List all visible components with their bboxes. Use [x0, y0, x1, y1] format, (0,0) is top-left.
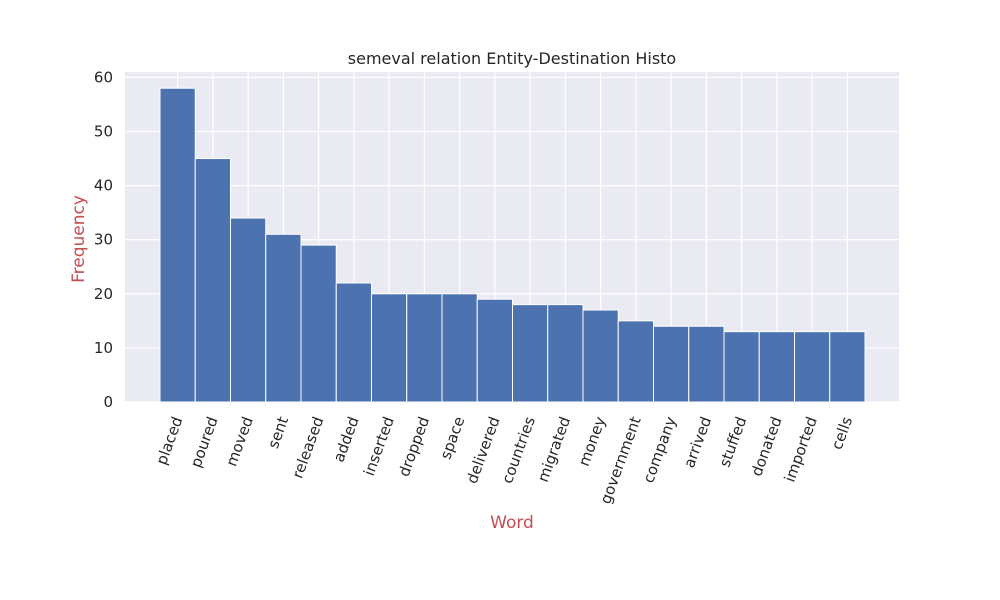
bar-cells — [829, 331, 866, 403]
x-tick-label: placed — [152, 414, 186, 467]
x-tick-label: cells — [828, 414, 856, 452]
y-axis-label: Frequency — [69, 195, 89, 283]
bar-moved — [230, 217, 267, 403]
bar-donated — [758, 331, 795, 403]
bar-migrated — [547, 304, 584, 403]
bar-released — [300, 244, 337, 403]
bar-company — [653, 325, 690, 403]
x-tick-label: space — [436, 414, 468, 462]
y-tick-label: 40 — [94, 177, 113, 195]
x-tick-label: arrived — [680, 414, 715, 470]
bar-stuffed — [723, 331, 760, 403]
y-tick-label: 10 — [94, 339, 113, 357]
x-tick-label: poured — [187, 414, 222, 470]
y-tick-labels: 0 10 20 30 40 50 60 — [94, 68, 113, 411]
x-tick-label: moved — [222, 414, 257, 468]
x-tick-label: migrated — [534, 414, 574, 484]
bar-poured — [194, 158, 231, 403]
x-tick-label: donated — [748, 414, 786, 478]
bar-imported — [794, 331, 831, 403]
x-tick-label: released — [289, 414, 328, 481]
x-tick-label: stuffed — [716, 414, 751, 469]
y-tick-label: 0 — [103, 393, 113, 411]
x-tick-label: inserted — [360, 414, 398, 478]
y-tick-label: 50 — [94, 123, 113, 141]
x-tick-label: delivered — [463, 414, 504, 486]
x-tick-label: imported — [781, 414, 821, 484]
x-axis-label: Word — [490, 513, 534, 533]
bar-arrived — [688, 325, 725, 403]
bar-added — [335, 282, 372, 403]
x-tick-label: company — [639, 414, 680, 485]
bar-money — [582, 309, 619, 403]
x-tick-label: dropped — [395, 414, 433, 479]
x-tick-label: added — [330, 414, 363, 464]
bar-dropped — [406, 293, 443, 403]
bar-government — [617, 320, 654, 403]
y-tick-label: 30 — [94, 231, 113, 249]
bar-space — [441, 293, 478, 403]
bar-delivered — [476, 298, 513, 403]
chart-title: semeval relation Entity-Destination Hist… — [348, 49, 676, 68]
x-tick-label: countries — [498, 414, 539, 486]
bars — [159, 87, 866, 403]
y-tick-label: 60 — [94, 68, 113, 86]
y-tick-label: 20 — [94, 285, 113, 303]
bar-sent — [265, 233, 302, 403]
bar-inserted — [371, 293, 408, 403]
x-tick-label: sent — [264, 414, 292, 451]
bar-countries — [512, 304, 549, 403]
bar-placed — [159, 87, 196, 403]
x-tick-label: money — [575, 414, 610, 469]
